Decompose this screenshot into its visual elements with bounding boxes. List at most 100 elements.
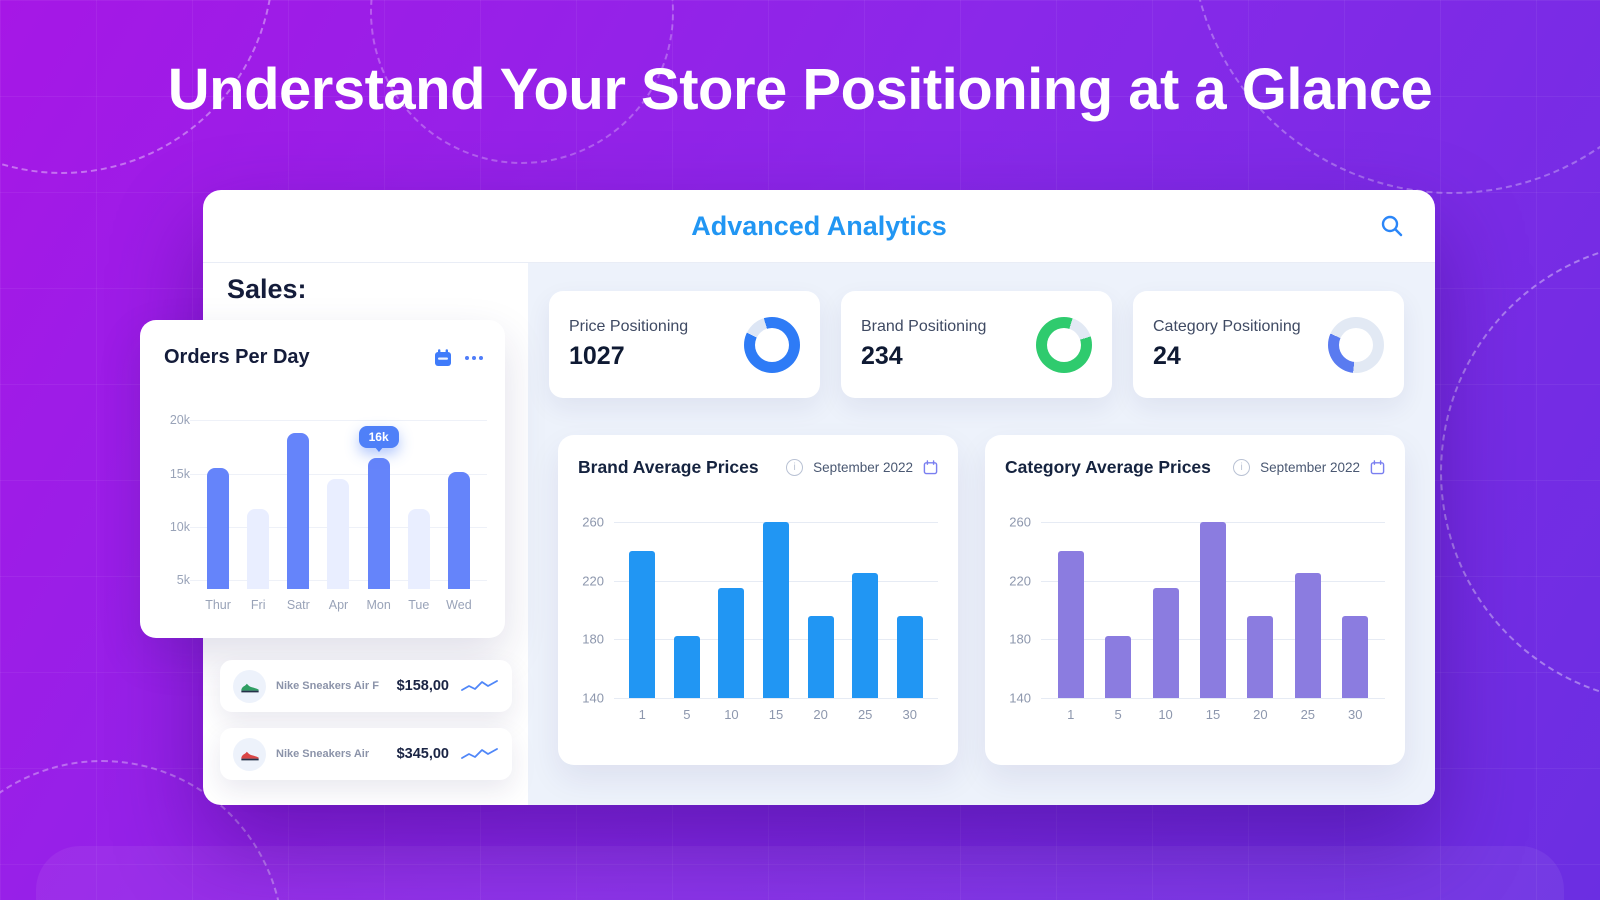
info-icon[interactable] xyxy=(786,459,804,476)
y-axis-label: 20k xyxy=(169,413,190,428)
period-label: September 2022 xyxy=(813,460,913,475)
x-axis-label: Fri xyxy=(250,598,266,612)
y-axis-label: 5k xyxy=(176,573,190,588)
y-axis-label: 140 xyxy=(582,690,604,706)
info-icon[interactable] xyxy=(1233,459,1251,476)
kpi-value: 234 xyxy=(861,342,903,370)
x-axis-label: 10 xyxy=(1158,707,1173,722)
bar[interactable] xyxy=(673,636,700,698)
x-axis-label: 30 xyxy=(902,707,917,722)
bar[interactable] xyxy=(718,588,745,698)
bar[interactable] xyxy=(247,508,270,589)
x-axis-label: 15 xyxy=(1205,707,1221,722)
y-axis-label: 260 xyxy=(1009,514,1031,530)
sneaker-icon xyxy=(240,683,259,692)
analytics-panel: Price Positioning 1027 Brand Positioning 23… xyxy=(528,263,1435,805)
bar[interactable] xyxy=(407,508,430,589)
bar[interactable] xyxy=(287,433,310,589)
period-label: September 2022 xyxy=(1260,460,1360,475)
calendar-icon[interactable] xyxy=(923,460,938,475)
x-axis-label: 15 xyxy=(768,707,784,722)
x-axis-label: 10 xyxy=(724,707,739,722)
bar[interactable] xyxy=(207,468,230,589)
plot: 260 220 180 140 xyxy=(1009,515,1385,706)
decor-bottom-band xyxy=(36,846,1564,900)
y-axis-label: 140 xyxy=(1009,690,1031,706)
kpi-card: Category Positioning 24 xyxy=(1133,291,1404,398)
product-price: $345,00 xyxy=(396,746,449,762)
x-axis-label: 5 xyxy=(1114,707,1122,722)
bar[interactable] xyxy=(447,471,470,589)
x-axis-label: 1 xyxy=(1067,707,1075,722)
y-axis-label: 180 xyxy=(582,631,604,647)
y-axis-label: 260 xyxy=(582,514,604,530)
search-icon[interactable] xyxy=(1379,213,1405,239)
kpi-label: Category Positioning xyxy=(1153,318,1301,335)
bar[interactable] xyxy=(1247,615,1274,698)
x-axis-label: 25 xyxy=(1300,707,1316,722)
bar[interactable] xyxy=(367,457,390,589)
analytics-dashboard: Advanced Analytics Price Positioning 1027… xyxy=(140,190,1435,805)
product-image xyxy=(233,737,266,771)
sparkline-chart xyxy=(461,748,498,759)
orders-card-header: Orders Per Day xyxy=(140,320,505,369)
y-axis-label: 220 xyxy=(582,573,604,589)
bars xyxy=(620,522,932,698)
kpi-donut-chart xyxy=(744,316,800,373)
orders-per-day-card: Orders Per Day 20k 15k 10k 5k 16k Thur Fri Sat… xyxy=(140,320,505,638)
x-axis-label: 30 xyxy=(1348,707,1363,722)
sales-heading: Sales: xyxy=(227,274,307,304)
bar[interactable] xyxy=(1152,588,1179,698)
kpi-donut-chart xyxy=(1036,316,1092,373)
bar[interactable] xyxy=(852,573,879,698)
bars xyxy=(1047,522,1379,698)
chart-title: Brand Average Prices xyxy=(578,457,759,477)
x-axis-label: 5 xyxy=(683,707,691,722)
x-labels: 1 5 10 15 20 25 30 xyxy=(1041,707,1385,722)
bar-tooltip: 16k xyxy=(358,425,399,448)
bar[interactable] xyxy=(1294,573,1321,698)
chart-header: Category Average Prices September 2022 xyxy=(985,435,1405,478)
calendar-icon[interactable] xyxy=(1370,460,1385,475)
chart-header: Brand Average Prices September 2022 xyxy=(558,435,958,478)
page-title: Understand Your Store Positioning at a G… xyxy=(167,57,1433,122)
gridline xyxy=(1041,698,1385,699)
orders-x-labels: Thur Fri Satr Apr Mon Tue Wed xyxy=(198,598,479,612)
product-name: Nike Sneakers Air F xyxy=(276,680,379,692)
bars xyxy=(198,416,479,589)
bar[interactable] xyxy=(1105,636,1132,698)
calendar-widget-icon[interactable] xyxy=(433,348,453,368)
bar[interactable] xyxy=(1342,615,1369,698)
bar[interactable] xyxy=(327,479,350,589)
plot: 260 220 180 140 xyxy=(582,515,938,706)
x-axis-label: Apr xyxy=(328,598,349,612)
product-list-item[interactable]: Nike Sneakers Air $345,00 xyxy=(220,728,512,780)
bar[interactable] xyxy=(1057,551,1084,698)
product-price: $158,00 xyxy=(396,678,449,694)
x-axis-label: 25 xyxy=(857,707,873,722)
x-axis-label: Thur xyxy=(205,598,231,612)
kpi-donut-chart xyxy=(1328,316,1384,373)
kpi-card: Price Positioning 1027 xyxy=(549,291,820,398)
product-list-item[interactable]: Nike Sneakers Air F $158,00 xyxy=(220,660,512,712)
y-axis-label: 10k xyxy=(169,520,190,535)
x-axis-label: Tue xyxy=(408,598,430,612)
bar[interactable] xyxy=(896,615,923,698)
y-axis-label: 180 xyxy=(1009,631,1031,647)
kpi-value: 1027 xyxy=(569,342,625,370)
x-axis-label: 20 xyxy=(813,707,828,722)
bar[interactable] xyxy=(1199,522,1226,698)
more-options-icon[interactable] xyxy=(465,350,483,366)
kpi-label: Brand Positioning xyxy=(861,318,987,335)
gridline xyxy=(190,420,487,422)
bar[interactable] xyxy=(629,551,656,698)
bar[interactable] xyxy=(763,522,790,698)
x-axis-label: Satr xyxy=(286,598,310,612)
kpi-card: Brand Positioning 234 xyxy=(841,291,1112,398)
sparkline-chart xyxy=(461,680,498,691)
bar[interactable] xyxy=(807,615,834,698)
kpi-label: Price Positioning xyxy=(569,318,689,335)
dashboard-header: Advanced Analytics xyxy=(203,190,1435,263)
gridline xyxy=(190,473,487,475)
orders-title: Orders Per Day xyxy=(164,346,310,368)
